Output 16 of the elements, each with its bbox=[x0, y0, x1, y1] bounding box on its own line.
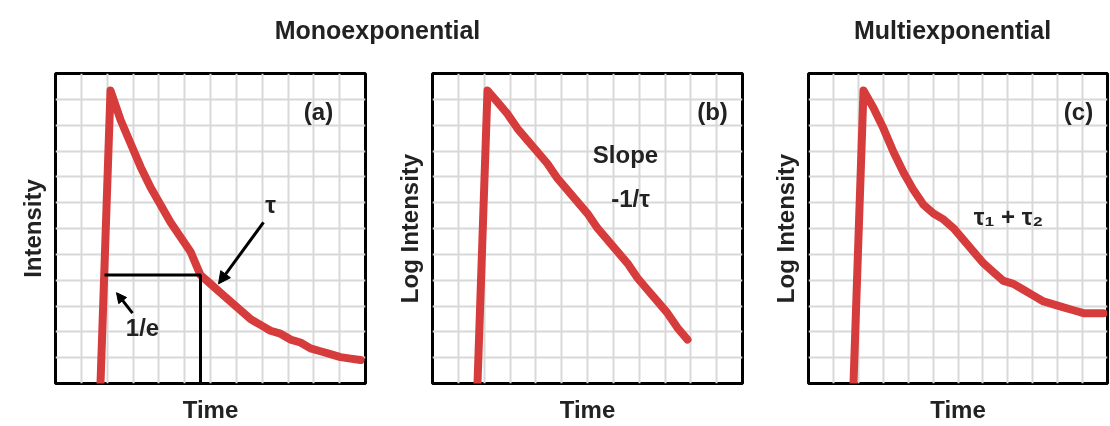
annotation: (c) bbox=[1063, 97, 1094, 125]
text: (b) bbox=[697, 97, 728, 125]
annotation: τ bbox=[265, 191, 277, 219]
x-axis-title: Time bbox=[559, 395, 616, 423]
y-axis-title: Log Intensity bbox=[395, 153, 423, 304]
x-axis-title: Time bbox=[182, 395, 239, 423]
x-axis-title: Time bbox=[930, 395, 986, 423]
y-axis-title: Log Intensity bbox=[771, 153, 799, 304]
annotation: (a) bbox=[303, 97, 334, 125]
annotation: Slope bbox=[592, 141, 659, 169]
y-axis-title: Intensity bbox=[18, 178, 46, 278]
annotation: τ₁ + τ₂ bbox=[973, 202, 1044, 230]
annotation: -1/τ bbox=[611, 185, 651, 213]
chart-title: Monoexponential bbox=[274, 15, 481, 46]
annotation: 1/e bbox=[125, 314, 160, 342]
chart-title: Multiexponential bbox=[853, 15, 1052, 46]
